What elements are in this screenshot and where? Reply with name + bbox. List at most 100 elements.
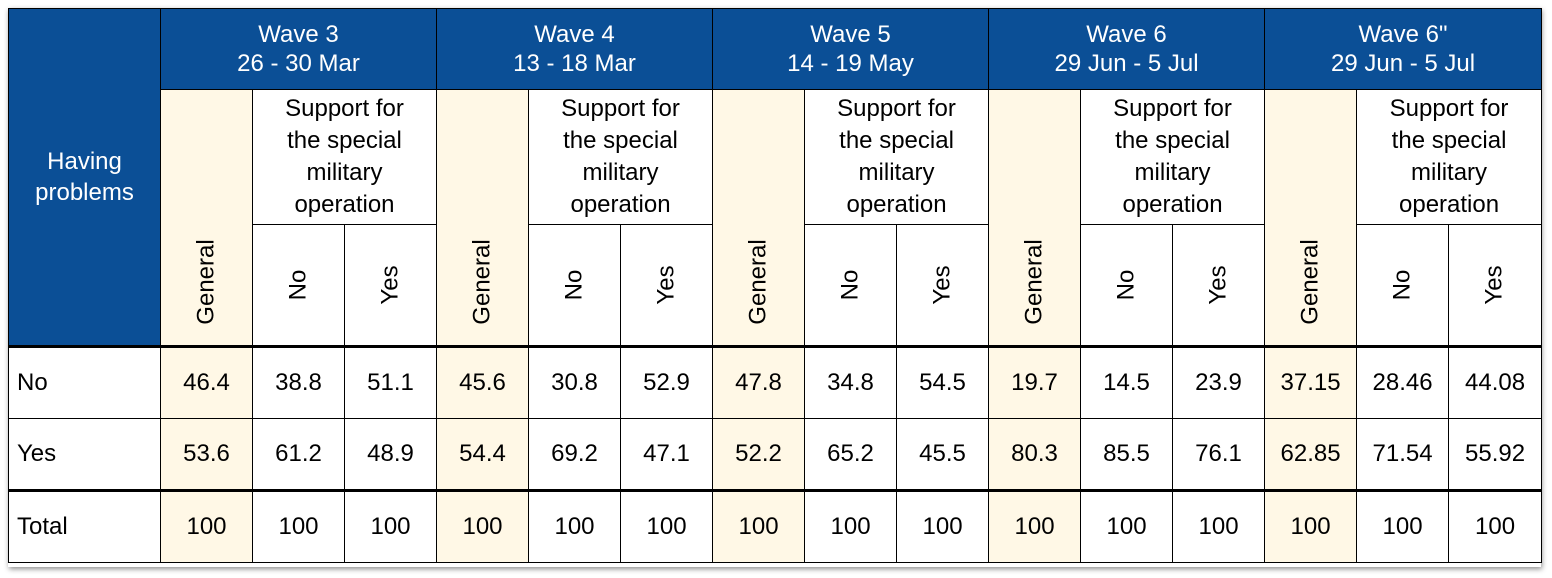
general-label: General: [192, 239, 220, 325]
table-cell: 14.5: [1080, 345, 1174, 419]
wave-name: Wave 5: [810, 21, 891, 48]
support-yes-header: Yes: [896, 224, 990, 347]
support-label: Support for the special military operati…: [285, 95, 404, 218]
support-no-label: No: [1388, 269, 1416, 301]
table-cell: 100: [1172, 489, 1266, 563]
table-cell: 100: [528, 489, 622, 563]
table-cell: 100: [896, 489, 990, 563]
table-row: Total 100 100 100 100 100 100 100 100 100 100 100 10…: [8, 489, 1543, 563]
support-yes-label: Yes: [376, 265, 404, 305]
support-header: Support for the special military operati…: [804, 89, 990, 225]
table-row: Yes 53.6 61.2 48.9 54.4 69.2 47.1 52.2 65.2 45.5 8…: [8, 418, 1543, 491]
table-cell: 100: [712, 489, 806, 563]
support-no-header: No: [1356, 224, 1450, 347]
table-cell: 55.92: [1448, 418, 1543, 491]
support-header-row: General Support for the special military …: [9, 89, 1543, 347]
general-column-header: General: [160, 89, 253, 347]
wave-name: Wave 6: [1086, 21, 1167, 48]
support-no-label: No: [284, 269, 312, 301]
support-yes-header: Yes: [1172, 224, 1266, 347]
table-cell: 19.7: [988, 345, 1082, 419]
table-cell: 53.6: [160, 418, 253, 491]
table-cell: 100: [160, 489, 253, 563]
table-cell: 44.08: [1448, 345, 1543, 419]
general-column-header: General: [712, 89, 806, 347]
table-cell: 100: [1080, 489, 1174, 563]
table-cell: 52.2: [712, 418, 806, 491]
table-cell: 46.4: [160, 345, 253, 419]
corner-label: Having problems: [35, 148, 134, 206]
corner-header: Having problems: [8, 8, 161, 347]
support-yes-label: Yes: [1204, 265, 1232, 305]
table-cell: 100: [1264, 489, 1358, 563]
wave-dates: 14 - 19 May: [787, 50, 914, 77]
wave-dates: 26 - 30 Mar: [237, 50, 360, 77]
table-cell: 38.8: [252, 345, 345, 419]
table-cell: 100: [1448, 489, 1543, 563]
general-label: General: [468, 239, 496, 325]
wave-header: Wave 6" 29 Jun - 5 Jul: [1264, 8, 1543, 90]
support-yes-header: Yes: [620, 224, 714, 347]
support-header: Support for the special military operati…: [528, 89, 714, 225]
general-column-header: General: [1264, 89, 1358, 347]
wave-header: Wave 3 26 - 30 Mar: [159, 8, 438, 90]
table-cell: 80.3: [988, 418, 1082, 491]
table-cell: 54.5: [896, 345, 990, 419]
row-label: Yes: [8, 418, 161, 491]
table-cell: 61.2: [252, 418, 345, 491]
table-cell: 100: [620, 489, 714, 563]
table-cell: 51.1: [343, 345, 438, 419]
table-cell: 47.8: [712, 345, 806, 419]
wave-name: Wave 6": [1358, 21, 1448, 48]
table-cell: 65.2: [804, 418, 898, 491]
support-label: Support for the special military operati…: [837, 95, 956, 218]
support-no-header: No: [804, 224, 898, 347]
support-no-header: No: [1080, 224, 1174, 347]
table-cell: 54.4: [436, 418, 530, 491]
row-label: Total: [8, 489, 161, 563]
wave-name: Wave 4: [534, 21, 615, 48]
table-cell: 76.1: [1172, 418, 1266, 491]
support-yes-label: Yes: [928, 265, 956, 305]
sub-header-row: No Yes No Yes No Yes No Yes No Yes: [9, 224, 1543, 347]
support-label: Support for the special military operati…: [561, 95, 680, 218]
support-no-label: No: [1112, 269, 1140, 301]
support-header: Support for the special military operati…: [1080, 89, 1266, 225]
support-yes-label: Yes: [1481, 265, 1509, 305]
table-cell: 23.9: [1172, 345, 1266, 419]
table-cell: 48.9: [343, 418, 438, 491]
support-yes-header: Yes: [343, 224, 438, 347]
support-no-header: No: [252, 224, 345, 347]
support-header: Support for the special military operati…: [1356, 89, 1543, 225]
support-yes-header: Yes: [1448, 224, 1543, 347]
support-yes-label: Yes: [652, 265, 680, 305]
table-cell: 28.46: [1356, 345, 1450, 419]
table-cell: 62.85: [1264, 418, 1358, 491]
wave-name: Wave 3: [258, 21, 339, 48]
wave-dates: 13 - 18 Mar: [513, 50, 636, 77]
general-label: General: [744, 239, 772, 325]
table-cell: 30.8: [528, 345, 622, 419]
wave-header: Wave 6 29 Jun - 5 Jul: [988, 8, 1266, 90]
table-body: No 46.4 38.8 51.1 45.6 30.8 52.9 47.8 34.8 54.5 19…: [8, 345, 1543, 563]
table-cell: 100: [988, 489, 1082, 563]
support-no-label: No: [836, 269, 864, 301]
table-cell: 85.5: [1080, 418, 1174, 491]
table-cell: 47.1: [620, 418, 714, 491]
row-label: No: [8, 345, 161, 419]
table-cell: 34.8: [804, 345, 898, 419]
table-cell: 71.54: [1356, 418, 1450, 491]
table-cell: 100: [252, 489, 345, 563]
table-cell: 100: [804, 489, 898, 563]
support-label: Support for the special military operati…: [1113, 95, 1232, 218]
general-label: General: [1296, 239, 1324, 325]
support-label: Support for the special military operati…: [1389, 95, 1509, 218]
wave-header: Wave 4 13 - 18 Mar: [436, 8, 714, 90]
wave-header: Wave 5 14 - 19 May: [712, 8, 990, 90]
support-header: Support for the special military operati…: [251, 89, 438, 225]
general-label: General: [1020, 239, 1048, 325]
